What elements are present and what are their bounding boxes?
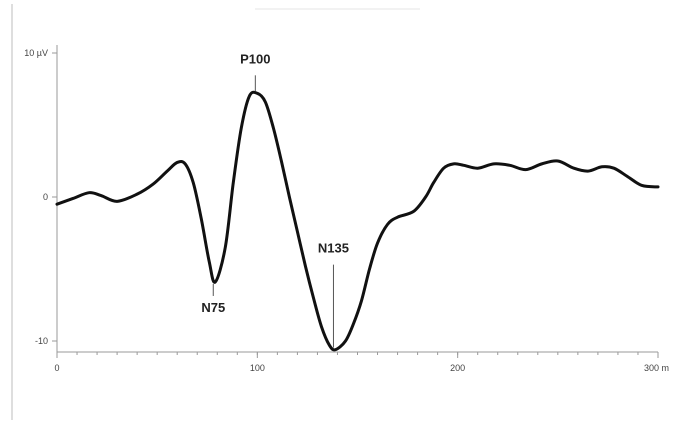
annotation-n135: N135: [318, 241, 349, 256]
y-tick-label: 10 µV: [24, 48, 48, 58]
y-tick-label: 0: [43, 192, 48, 202]
annotation-n75: N75: [201, 300, 225, 315]
x-tick-label: 300 m: [644, 363, 669, 373]
x-ticks: 0 100 200 300 m: [54, 352, 669, 373]
x-tick-label: 0: [54, 363, 59, 373]
y-ticks: 10 µV 0 -10: [24, 48, 57, 346]
annotation-p100: P100: [240, 51, 270, 66]
x-tick-label: 100: [250, 363, 265, 373]
x-tick-label: 200: [450, 363, 465, 373]
waveform-line: [55, 90, 660, 352]
peak-annotations: P100 N75 N135: [201, 51, 349, 348]
chart-axes: 0 100 200 300 m 10 µV 0 -10: [24, 45, 669, 373]
y-tick-label: -10: [35, 336, 48, 346]
